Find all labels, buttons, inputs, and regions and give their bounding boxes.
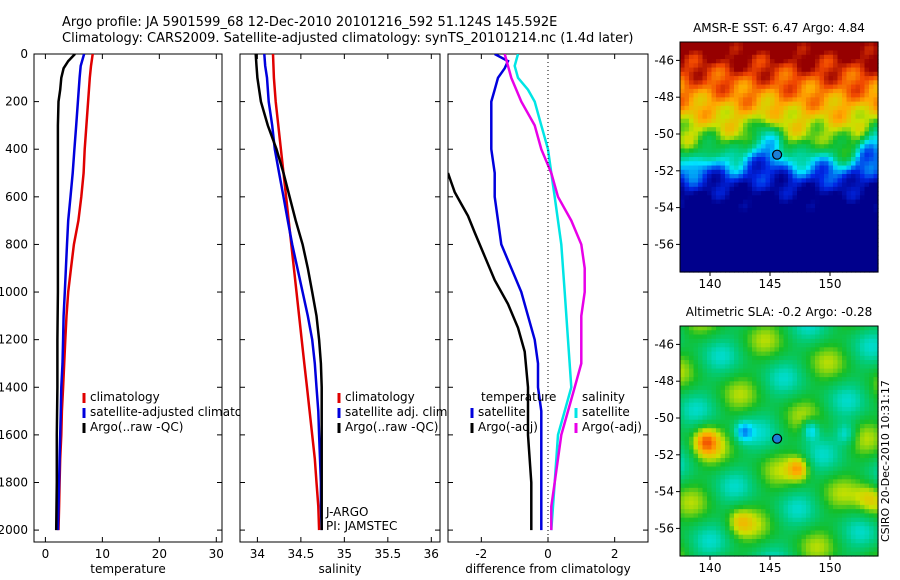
y-tick-label: 200	[5, 95, 28, 109]
x-axis-label: difference from climatology	[465, 562, 631, 576]
credit-label: CSIRO 20-Dec-2010 10:31:17	[879, 380, 892, 542]
y-tick-label: 800	[5, 237, 28, 251]
x-tick-label: 35	[337, 547, 352, 561]
sla-map-panel: Altimetric SLA: -0.2 Argo: -0.28 140 145 15…	[654, 305, 879, 575]
x-tick-label: 10	[95, 547, 110, 561]
sla-map-field	[680, 326, 879, 557]
header-line-2: Climatology: CARS2009. Satellite-adjuste…	[62, 31, 634, 46]
legend-label: climatology	[345, 390, 415, 404]
legend-label: satellite	[582, 405, 630, 419]
legend-label: temperature	[481, 390, 556, 404]
series-line-argo-raw-qc-	[254, 54, 323, 531]
y-tick-label: -56	[654, 237, 674, 251]
legend-label: satellite	[478, 405, 526, 419]
sst-map-title: AMSR-E SST: 6.47 Argo: 4.84	[693, 21, 865, 35]
annotation-jargo: J-ARGO	[325, 505, 368, 519]
sla-map-title: Altimetric SLA: -0.2 Argo: -0.28	[686, 305, 873, 319]
x-tick-label: 150	[819, 561, 842, 575]
series-line-salinity-satellite	[513, 54, 573, 531]
y-tick-label: -52	[654, 448, 674, 462]
series-line-temperature-satellite	[490, 54, 543, 531]
y-tick-label: 1800	[0, 475, 28, 489]
sst-map-panel: AMSR-E SST: 6.47 Argo: 4.84 140 145 150 -46 -…	[654, 21, 879, 291]
y-tick-label: -50	[654, 411, 674, 425]
x-tick-label: -2	[475, 547, 487, 561]
y-tick-label: -48	[654, 374, 674, 388]
y-tick-label: 0	[20, 47, 28, 61]
x-tick-label: 0	[42, 547, 50, 561]
header-line-1: Argo profile: JA 5901599_68 12-Dec-2010 …	[62, 15, 557, 30]
x-tick-label: 35.5	[374, 547, 401, 561]
annotation-pi: PI: JAMSTEC	[326, 519, 397, 533]
sst-map-field	[680, 42, 879, 273]
y-tick-label: -46	[654, 53, 674, 67]
y-tick-label: 1200	[0, 333, 28, 347]
y-tick-label: -48	[654, 90, 674, 104]
legend-label: satellite-adjusted climatology	[90, 405, 268, 419]
temperature-panel: 0 10 20 30 0 200 400 600 800 1000 1200 1400 1600 1800…	[0, 47, 268, 576]
y-tick-label: 2000	[0, 523, 28, 537]
x-tick-label: 0	[544, 547, 552, 561]
y-tick-label: 1600	[0, 428, 28, 442]
x-tick-label: 2	[611, 547, 619, 561]
x-tick-label: 145	[759, 561, 782, 575]
series-line-salinity-argo-adj-	[503, 54, 586, 531]
x-tick-label: 34.5	[288, 547, 315, 561]
y-tick-label: -50	[654, 127, 674, 141]
legend-label: Argo(-adj)	[582, 420, 642, 434]
legend-label: Argo(..raw -QC)	[345, 420, 438, 434]
y-tick-label: -54	[654, 201, 674, 215]
x-tick-label: 36	[424, 547, 439, 561]
x-tick-label: 140	[699, 561, 722, 575]
legend-label: salinity	[582, 390, 625, 404]
legend-label: Argo(-adj)	[478, 420, 538, 434]
legend-label: climatology	[90, 390, 160, 404]
y-tick-label: -46	[654, 337, 674, 351]
y-tick-label: 1000	[0, 285, 28, 299]
legend-label: Argo(..raw -QC)	[90, 420, 183, 434]
salinity-panel: 34 34.5 35 35.5 36 salinity climatologysatelli…	[239, 53, 451, 576]
y-tick-label: -52	[654, 164, 674, 178]
x-tick-label: 140	[699, 277, 722, 291]
y-tick-label: 400	[5, 142, 28, 156]
x-tick-label: 30	[209, 547, 224, 561]
legend-label: satellite adj. clim.	[345, 405, 451, 419]
series-line-argo-raw-qc-	[54, 54, 76, 531]
x-tick-label: 150	[819, 277, 842, 291]
x-tick-label: 145	[759, 277, 782, 291]
y-tick-label: -56	[654, 521, 674, 535]
series-line-satellite-adj-clim-	[263, 54, 323, 531]
salinity-frame	[239, 53, 441, 543]
series-line-satellite-adjusted-climatology	[56, 54, 86, 531]
sst-map-frame	[679, 41, 879, 273]
x-axis-label: temperature	[90, 562, 165, 576]
series-line-temperature-argo-adj-	[448, 172, 533, 531]
x-tick-label: 20	[152, 547, 167, 561]
y-tick-label: 1400	[0, 380, 28, 394]
series-line-climatology	[271, 54, 321, 531]
difference-legend: temperaturesatelliteArgo(-adj)salinitysa…	[470, 390, 642, 434]
x-tick-label: 34	[250, 547, 265, 561]
y-tick-label: 600	[5, 190, 28, 204]
x-axis-label: salinity	[318, 562, 361, 576]
temperature-frame	[33, 53, 223, 543]
y-tick-label: -54	[654, 485, 674, 499]
argo-position-marker	[772, 149, 783, 160]
sla-map-frame	[679, 325, 879, 557]
argo-position-marker	[772, 433, 783, 444]
